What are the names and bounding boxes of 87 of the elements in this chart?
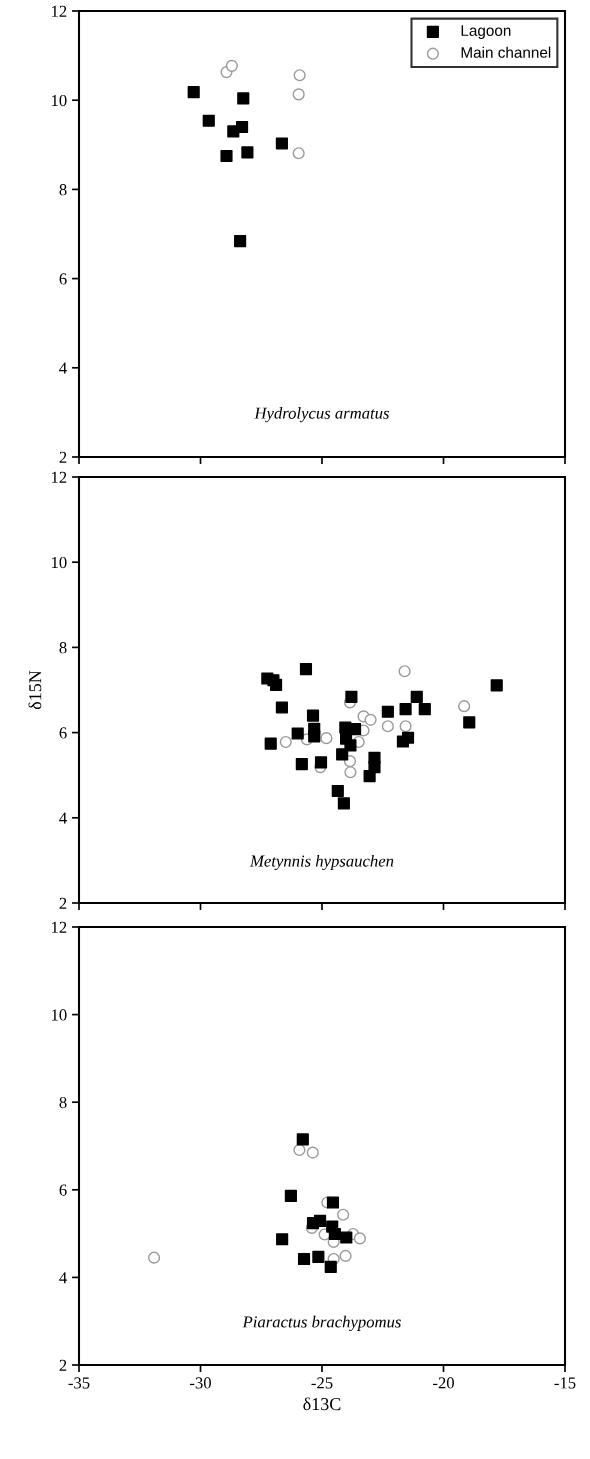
y-tick-label: 8 — [59, 642, 67, 654]
y-tick-label: 2 — [59, 1359, 67, 1371]
point — [225, 59, 238, 72]
x-tick-label: -20 — [433, 1377, 454, 1389]
y-tick-label: 12 — [51, 921, 67, 933]
point — [339, 1249, 352, 1263]
y-tick-label: 6 — [59, 273, 67, 285]
point — [220, 149, 233, 163]
point — [458, 700, 471, 713]
legend-label: Lagoon — [461, 25, 511, 39]
y-tick-label: 8 — [59, 1096, 67, 1109]
point — [399, 703, 412, 716]
point — [187, 86, 200, 99]
point — [418, 703, 431, 716]
point — [345, 690, 358, 703]
x-tick-label: -15 — [554, 1377, 576, 1389]
point — [324, 1260, 337, 1273]
point — [313, 1214, 327, 1227]
x-tick-label: -35 — [68, 1377, 90, 1389]
point — [275, 137, 288, 150]
point — [148, 1251, 161, 1264]
y-tick-label: 2 — [59, 451, 67, 463]
point — [490, 679, 503, 692]
y-tick-label: 6 — [59, 1184, 67, 1196]
y-tick-label: 6 — [59, 727, 67, 739]
point — [227, 125, 240, 138]
y-tick-label: 12 — [51, 5, 67, 17]
point — [328, 1227, 341, 1241]
point — [331, 784, 344, 798]
annotation: Hydrolycus armatus — [254, 407, 389, 423]
point — [364, 713, 377, 726]
point — [353, 1232, 366, 1245]
point — [264, 737, 277, 750]
point — [312, 1250, 325, 1263]
point — [269, 678, 283, 691]
point — [344, 766, 357, 779]
point — [314, 756, 328, 769]
point — [234, 235, 247, 248]
y-tick-label: 10 — [51, 1009, 67, 1021]
point — [295, 758, 308, 771]
point — [410, 690, 423, 703]
y-tick-label: 4 — [59, 1272, 67, 1284]
legend-label: Main channel — [461, 46, 551, 58]
point — [308, 730, 321, 743]
point — [463, 716, 476, 729]
point — [291, 727, 304, 740]
point — [241, 146, 254, 159]
point — [344, 739, 357, 752]
x-tick-label: -25 — [311, 1377, 333, 1389]
y-tick-label: 12 — [51, 471, 67, 483]
y-tick-label: 4 — [59, 812, 67, 824]
point — [337, 797, 350, 810]
point — [396, 735, 409, 748]
point — [306, 1146, 319, 1159]
annotation: Piaractus brachypomus — [242, 1315, 401, 1331]
point — [337, 1208, 350, 1221]
point — [297, 1252, 311, 1266]
x-axis-title: δ13C — [303, 1397, 341, 1411]
point — [276, 1233, 289, 1246]
point — [293, 69, 306, 82]
y-tick-label: 10 — [51, 556, 67, 569]
annotation: Metynnis hypsauchen — [249, 854, 394, 871]
point — [275, 701, 288, 714]
point — [381, 720, 394, 733]
point — [320, 732, 333, 745]
point — [202, 114, 215, 127]
y-tick-label: 8 — [59, 184, 67, 196]
point — [363, 769, 376, 783]
point — [279, 735, 292, 749]
point — [296, 1133, 309, 1146]
x-tick-label: -30 — [190, 1377, 211, 1389]
point — [284, 1189, 297, 1203]
y-tick-label: 10 — [51, 94, 67, 107]
point — [299, 663, 313, 676]
point — [381, 705, 394, 718]
point — [306, 709, 320, 722]
y-axis-title: δ15N — [28, 670, 42, 710]
point — [340, 1231, 353, 1244]
point — [292, 88, 305, 101]
point — [237, 92, 250, 105]
point — [292, 147, 305, 160]
point — [398, 665, 411, 678]
point — [336, 748, 349, 761]
y-tick-label: 4 — [59, 362, 67, 374]
point — [326, 1196, 340, 1209]
y-tick-label: 2 — [59, 897, 67, 909]
point — [399, 720, 412, 733]
